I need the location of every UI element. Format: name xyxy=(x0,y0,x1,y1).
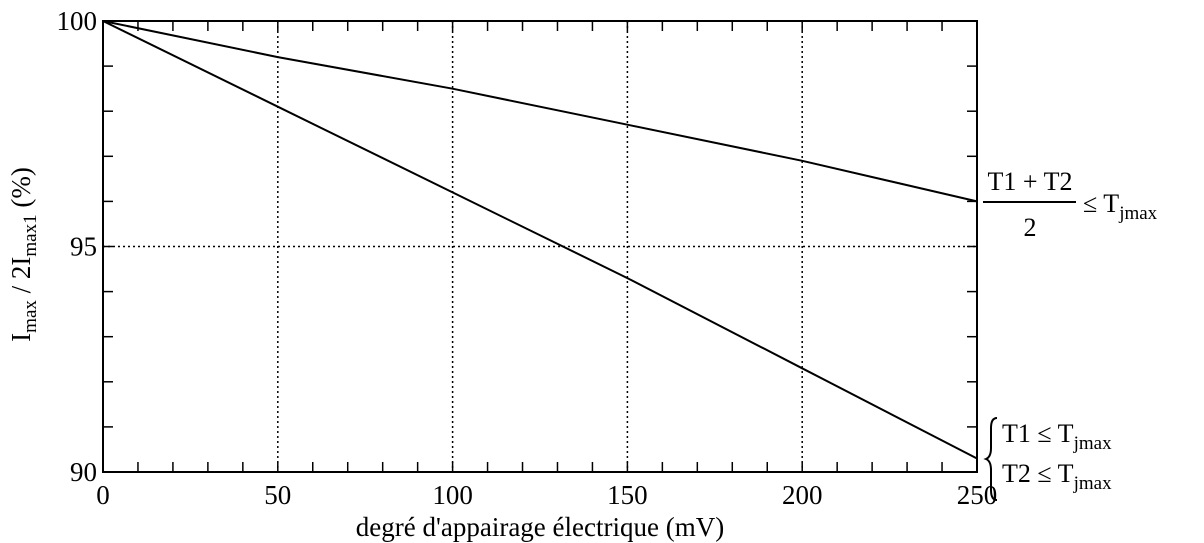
y-tick-label: 90 xyxy=(70,457,97,487)
y-tick-label: 95 xyxy=(70,232,97,262)
ann-top-relation: ≤ Tjmax xyxy=(1083,189,1158,224)
y-title-base: I xyxy=(6,333,36,342)
annotation-average-temperature: T1 + T2 2 ≤ Tjmax xyxy=(983,167,1158,242)
x-axis-title: degré d'appairage électrique (mV) xyxy=(356,512,724,542)
ann-bottom-line1-text: T1 ≤ T xyxy=(1002,419,1074,448)
annotation-individual-temperatures: T1 ≤ Tjmax T2 ≤ Tjmax xyxy=(983,417,1112,501)
y-title-unit: (%) xyxy=(6,167,36,214)
plot-frame xyxy=(102,20,978,473)
ann-bottom-line2-sub: jmax xyxy=(1073,473,1112,494)
ann-top-relation-sub: jmax xyxy=(1118,203,1157,224)
y-axis-title: Imax / 2Imax1 (%) xyxy=(6,167,41,342)
ann-top-numerator: T1 + T2 xyxy=(988,167,1073,196)
y-title-sub2: max1 xyxy=(20,214,41,256)
grid xyxy=(103,21,977,472)
y-title-sub1: max xyxy=(20,300,41,333)
series-group xyxy=(102,20,978,460)
ann-bottom-line2-text: T2 ≤ T xyxy=(1002,459,1074,488)
series-line-1 xyxy=(102,20,978,203)
ann-top-relation-text: ≤ T xyxy=(1083,189,1119,218)
y-title-middle: / 2I xyxy=(6,257,36,301)
series-line-2 xyxy=(102,20,978,460)
x-tick-label: 100 xyxy=(432,480,473,510)
y-tick-label: 100 xyxy=(57,6,98,36)
x-tick-label: 150 xyxy=(607,480,648,510)
x-tick-label: 200 xyxy=(782,480,823,510)
ann-bottom-brace xyxy=(983,417,998,501)
x-tick-label: 50 xyxy=(264,480,291,510)
ann-top-denominator: 2 xyxy=(1024,213,1037,242)
ann-bottom-line1: T1 ≤ Tjmax xyxy=(1002,419,1112,454)
ticks xyxy=(103,21,977,472)
ann-bottom-line2: T2 ≤ Tjmax xyxy=(1002,459,1112,494)
x-tick-label: 0 xyxy=(96,480,110,510)
ann-bottom-line1-sub: jmax xyxy=(1073,433,1112,454)
